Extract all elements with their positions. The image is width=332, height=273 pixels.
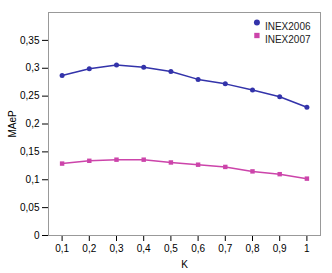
svg-text:0,3: 0,3 bbox=[110, 243, 124, 254]
svg-text:0,25: 0,25 bbox=[20, 90, 40, 101]
svg-text:0,15: 0,15 bbox=[20, 146, 40, 157]
svg-text:MAeP: MAeP bbox=[7, 110, 18, 138]
svg-text:K: K bbox=[181, 259, 188, 270]
svg-text:0,05: 0,05 bbox=[20, 202, 40, 213]
svg-text:INEX2007: INEX2007 bbox=[265, 34, 311, 45]
svg-text:0,8: 0,8 bbox=[246, 243, 260, 254]
svg-text:0,1: 0,1 bbox=[26, 174, 40, 185]
svg-text:0,1: 0,1 bbox=[55, 243, 69, 254]
svg-text:0,6: 0,6 bbox=[191, 243, 205, 254]
svg-text:INEX2006: INEX2006 bbox=[265, 21, 311, 32]
svg-text:0,3: 0,3 bbox=[26, 62, 40, 73]
svg-text:0,5: 0,5 bbox=[164, 243, 178, 254]
svg-text:0,35: 0,35 bbox=[20, 35, 40, 46]
svg-text:0: 0 bbox=[34, 230, 40, 241]
svg-text:0,7: 0,7 bbox=[218, 243, 232, 254]
svg-text:0,2: 0,2 bbox=[82, 243, 96, 254]
svg-text:0,9: 0,9 bbox=[273, 243, 287, 254]
svg-text:0,4: 0,4 bbox=[137, 243, 151, 254]
svg-text:0,2: 0,2 bbox=[26, 118, 40, 129]
svg-text:1: 1 bbox=[304, 243, 310, 254]
